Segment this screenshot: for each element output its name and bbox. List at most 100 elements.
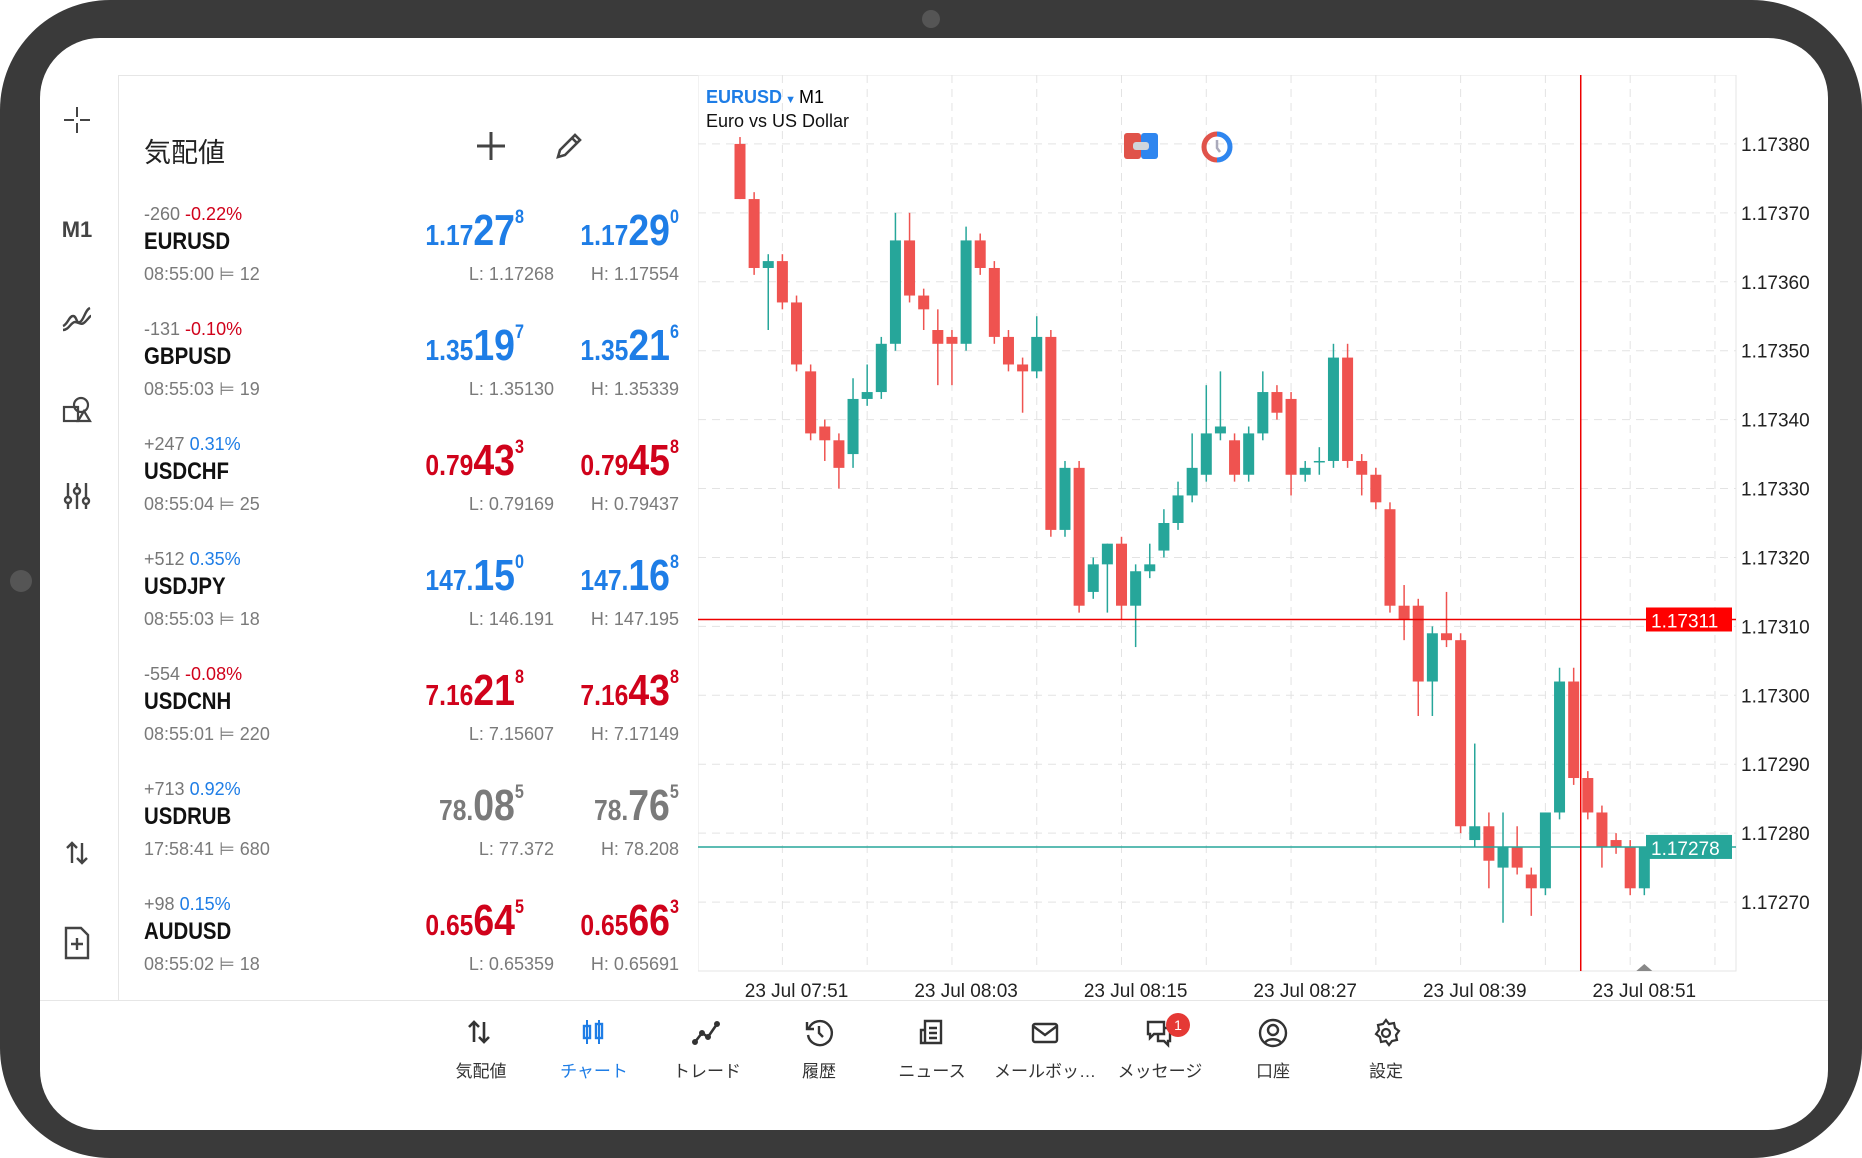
quote-time: 08:55:03 — [144, 379, 215, 399]
current-bar-marker — [1636, 964, 1653, 971]
ask-price[interactable]: 0.65663 — [580, 896, 679, 946]
change-percent: 0.15% — [179, 894, 231, 914]
ask-price[interactable]: 1.17290 — [580, 206, 679, 256]
indicators-icon[interactable] — [54, 298, 100, 338]
timeframe-button[interactable]: M1 — [61, 217, 93, 242]
bid-price[interactable]: 7.16218 — [425, 666, 524, 716]
candle-body — [1017, 364, 1029, 372]
candle-body — [1257, 392, 1269, 434]
watchlist-title: 気配値 — [144, 138, 225, 168]
watchlist-row[interactable]: +713 0.92% USDRUB 17:58:41 ⊨ 680 78.085 … — [119, 779, 679, 894]
settings-sliders-icon[interactable] — [54, 476, 100, 516]
candle-body — [918, 295, 930, 310]
symbol-name: GBPUSD — [144, 343, 232, 370]
candle-body — [1554, 681, 1566, 813]
nav-item-settings[interactable]: 設定 — [1330, 1013, 1442, 1082]
x-tick-label: 23 Jul 08:15 — [1084, 981, 1188, 1002]
ask-pips: 45 — [628, 436, 671, 485]
ask-pips: 43 — [628, 666, 671, 715]
crosshair-icon[interactable] — [54, 100, 100, 140]
candle-body — [1229, 440, 1241, 475]
nav-item-chart[interactable]: チャート — [538, 1013, 650, 1082]
bid-price[interactable]: 147.150 — [425, 551, 524, 601]
change-percent: 0.35% — [189, 549, 241, 569]
candle-body — [1313, 460, 1325, 463]
candle — [734, 137, 746, 200]
one-click-trading-icon[interactable] — [1124, 133, 1158, 164]
candle-body — [1497, 846, 1509, 868]
candle-body — [1511, 846, 1523, 868]
candle-body — [1271, 392, 1283, 413]
quote-time: 08:55:00 — [144, 264, 215, 284]
quote-time: 08:55:04 — [144, 494, 215, 514]
objects-icon[interactable] — [54, 390, 100, 430]
ask-prefix: 147. — [580, 565, 629, 597]
symbol-name: USDRUB — [144, 803, 232, 830]
ask-price[interactable]: 78.765 — [594, 781, 679, 831]
chart-area[interactable]: 1.17380 1.17370 1.17360 1.17350 1.17340 1.173… — [698, 75, 1828, 1010]
candle — [1412, 598, 1424, 716]
nav-label: 設定 — [1369, 1062, 1403, 1081]
candlestick-chart[interactable]: 1.17380 1.17370 1.17360 1.17350 1.17340 1.173… — [698, 75, 1828, 1010]
ask-fraction: 0 — [670, 207, 679, 228]
nav-label: トレード — [673, 1062, 741, 1081]
nav-item-history[interactable]: 履歴 — [763, 1013, 875, 1082]
bid-price[interactable]: 78.085 — [439, 781, 524, 831]
nav-item-trade[interactable]: トレード — [651, 1013, 763, 1082]
symbol-name: EURUSD — [144, 228, 231, 255]
candle-body — [1158, 523, 1170, 551]
chart-symbol[interactable]: EURUSD — [706, 87, 783, 107]
clock-market-icon[interactable] — [1200, 131, 1234, 168]
candle-body — [1045, 336, 1057, 530]
bid-prefix: 78. — [439, 795, 474, 827]
history-icon — [763, 1013, 875, 1053]
watchlist-row[interactable]: +247 0.31% USDCHF 08:55:04 ⊨ 25 0.79433 … — [119, 434, 679, 549]
bid-pips: 08 — [473, 781, 516, 830]
watchlist-row[interactable]: -260 -0.22% EURUSD 08:55:00 ⊨ 12 1.17278… — [119, 204, 679, 319]
ask-pips: 66 — [628, 896, 671, 945]
candle — [1186, 433, 1198, 503]
ask-price[interactable]: 7.16438 — [580, 666, 679, 716]
bid-price-label: 1.17278 — [1651, 839, 1720, 860]
quote-meta: 08:55:00 ⊨ 12 — [144, 264, 260, 285]
symbol-name: USDCHF — [144, 458, 229, 485]
ask-price[interactable]: 0.79458 — [580, 436, 679, 486]
y-tick-label: 1.17350 — [1741, 342, 1810, 363]
candle — [1299, 460, 1311, 482]
candle-body — [819, 426, 831, 441]
ask-price[interactable]: 1.35216 — [580, 321, 679, 371]
bid-price[interactable]: 1.17278 — [425, 206, 524, 256]
candle-body — [1455, 640, 1467, 827]
nav-item-quotes[interactable]: 気配値 — [425, 1013, 537, 1082]
watchlist-row[interactable]: -131 -0.10% GBPUSD 08:55:03 ⊨ 19 1.35197… — [119, 319, 679, 434]
nav-item-mail[interactable]: メールボッ… — [989, 1013, 1101, 1082]
watchlist-row[interactable]: +512 0.35% USDJPY 08:55:03 ⊨ 18 147.150 … — [119, 549, 679, 664]
bid-price[interactable]: 0.65645 — [425, 896, 524, 946]
new-order-icon[interactable] — [54, 923, 100, 963]
candle — [1469, 743, 1481, 847]
high-price: H: 147.195 — [590, 609, 679, 629]
bid-price[interactable]: 1.35197 — [425, 321, 524, 371]
trade-arrows-icon[interactable] — [54, 833, 100, 873]
ask-price[interactable]: 147.168 — [580, 551, 679, 601]
edit-pencil-icon[interactable] — [547, 124, 591, 168]
quote-time: 08:55:01 — [144, 724, 215, 744]
nav-item-account[interactable]: 口座 — [1217, 1013, 1329, 1082]
candle — [1596, 805, 1608, 868]
bottom-navigation: 気配値 チャート トレード 履歴 ニュース メールボッ… メッセージ 1 口座 設定 — [40, 1000, 1828, 1130]
add-symbol-button[interactable] — [469, 124, 513, 168]
candle-body — [1525, 874, 1537, 889]
nav-item-messages[interactable]: メッセージ 1 — [1104, 1013, 1216, 1082]
candle — [1002, 330, 1014, 372]
ask-fraction: 5 — [670, 782, 679, 803]
watchlist-row[interactable]: +98 0.15% AUDUSD 08:55:02 ⊨ 18 0.65645 0… — [119, 894, 679, 1000]
candle-body — [1624, 846, 1636, 889]
nav-label: 履歴 — [802, 1062, 836, 1081]
ask-pips: 16 — [628, 551, 671, 600]
mail-icon — [989, 1013, 1101, 1053]
watchlist-row[interactable]: -554 -0.08% USDCNH 08:55:01 ⊨ 220 7.1621… — [119, 664, 679, 779]
bid-price[interactable]: 0.79433 — [425, 436, 524, 486]
nav-item-news[interactable]: ニュース — [876, 1013, 988, 1082]
candle-body — [946, 336, 958, 344]
symbol-dropdown-icon[interactable]: ▼ — [782, 94, 800, 106]
